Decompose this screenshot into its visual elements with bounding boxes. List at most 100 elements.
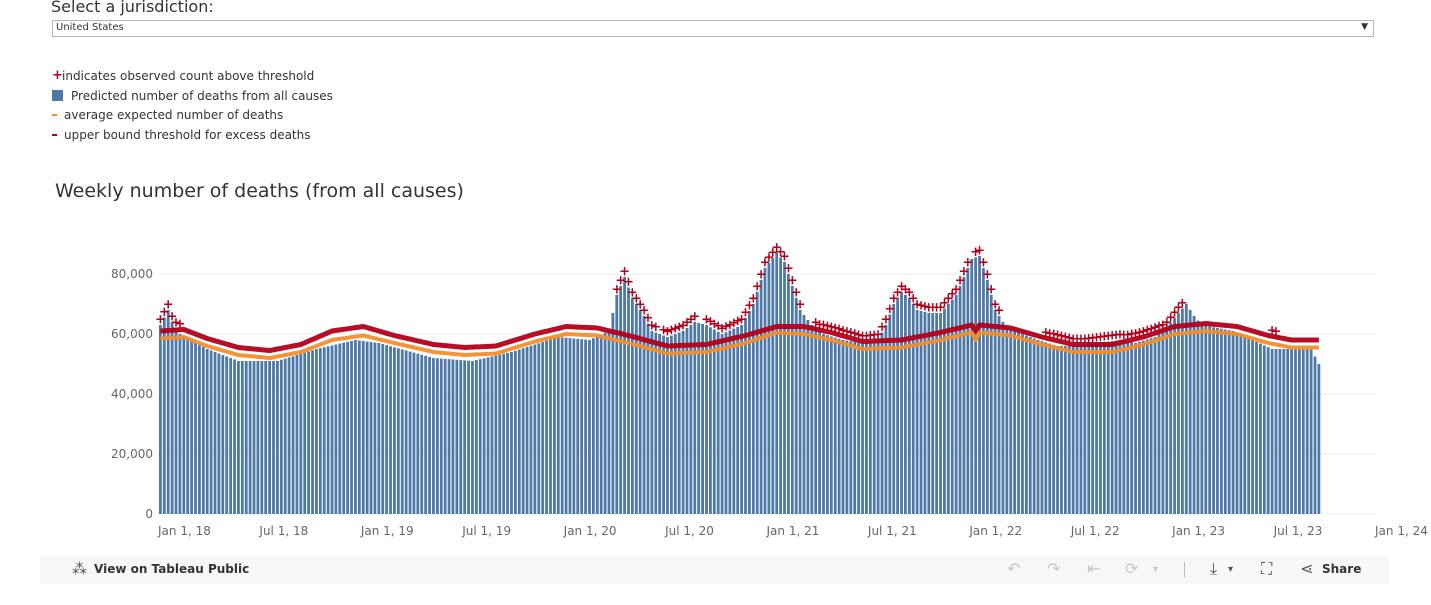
excess-death-marker: + xyxy=(1177,296,1188,311)
bar xyxy=(927,313,931,514)
bar xyxy=(724,332,728,514)
bar xyxy=(611,313,615,514)
bar xyxy=(225,356,229,514)
bar xyxy=(393,347,396,514)
excess-death-marker: + xyxy=(865,329,876,344)
bar xyxy=(763,268,767,514)
revert-icon[interactable]: ⇤ xyxy=(1087,559,1101,578)
download-dropdown-icon[interactable]: ▾ xyxy=(1228,564,1234,575)
legend-text: average expected number of deaths xyxy=(64,108,284,123)
bar xyxy=(283,358,287,514)
refresh-icon[interactable]: ⟳ xyxy=(1125,559,1139,578)
bar xyxy=(237,361,240,514)
bar xyxy=(857,342,861,514)
excess-death-marker: + xyxy=(623,275,634,290)
excess-death-marker: + xyxy=(1173,300,1184,315)
excess-death-marker: + xyxy=(1146,322,1157,337)
bar xyxy=(1239,334,1243,514)
bar xyxy=(1118,340,1122,514)
bar xyxy=(997,316,1001,514)
legend-item-predicted: Predicted number of deaths from all caus… xyxy=(51,86,333,106)
bar xyxy=(342,342,346,514)
bar xyxy=(712,329,716,514)
bar xyxy=(654,332,658,514)
excess-death-marker: + xyxy=(678,318,689,333)
bar xyxy=(1188,310,1192,514)
bar xyxy=(420,354,424,514)
bar xyxy=(1196,320,1200,514)
jurisdiction-select[interactable]: United States ▼ xyxy=(52,20,1374,37)
bar xyxy=(779,257,783,514)
excess-death-marker: + xyxy=(787,273,798,288)
view-on-tableau-public-link[interactable]: View on Tableau Public xyxy=(94,562,250,576)
bar xyxy=(755,292,759,514)
bar xyxy=(837,338,841,514)
bar xyxy=(361,341,365,514)
bar xyxy=(1044,342,1048,514)
bar xyxy=(1262,345,1266,514)
excess-death-marker: + xyxy=(927,300,938,315)
bar xyxy=(568,338,572,514)
bar xyxy=(455,359,459,514)
undo-icon[interactable]: ↶ xyxy=(1007,559,1021,578)
bar xyxy=(907,298,911,514)
chart-legend: + indicates observed count above thresho… xyxy=(51,66,333,145)
excess-death-marker: + xyxy=(756,267,767,282)
refresh-dropdown-icon[interactable]: ▾ xyxy=(1153,564,1159,575)
bar xyxy=(833,337,837,514)
fullscreen-icon[interactable]: ⛶ xyxy=(1261,559,1273,578)
bar xyxy=(810,325,814,514)
share-icon[interactable]: ⋖ xyxy=(1300,559,1314,578)
bar xyxy=(576,338,580,514)
excess-death-marker: + xyxy=(986,282,997,297)
bar xyxy=(1286,349,1290,514)
x-tick-label: Jan 1, 21 xyxy=(766,524,820,538)
excess-death-marker: + xyxy=(1157,318,1168,333)
share-button[interactable]: Share xyxy=(1322,562,1362,576)
bar xyxy=(1208,326,1212,514)
bar xyxy=(619,286,623,514)
excess-death-marker: + xyxy=(896,279,907,294)
bar xyxy=(865,342,868,514)
bar xyxy=(974,257,978,514)
bar xyxy=(428,356,431,514)
redo-icon[interactable]: ↷ xyxy=(1047,559,1061,578)
bar xyxy=(552,338,556,514)
excess-death-marker: + xyxy=(1130,326,1141,341)
excess-death-marker: + xyxy=(838,323,849,338)
excess-death-marker: + xyxy=(1056,329,1067,344)
bar xyxy=(751,304,755,514)
bar xyxy=(872,340,876,514)
bar xyxy=(677,332,681,514)
bar xyxy=(962,277,966,514)
bar xyxy=(318,348,322,514)
bar xyxy=(494,355,498,514)
bar xyxy=(268,361,272,514)
bar xyxy=(545,340,548,514)
bar xyxy=(467,360,470,514)
bar xyxy=(564,337,568,514)
excess-death-marker: + xyxy=(877,320,888,335)
bar xyxy=(1157,334,1161,514)
bar xyxy=(744,318,747,514)
bar xyxy=(1102,342,1106,514)
bar xyxy=(291,356,295,514)
bar xyxy=(818,331,822,514)
bar xyxy=(1313,356,1317,514)
download-icon[interactable]: ⤓ xyxy=(1210,559,1218,578)
excess-death-marker: + xyxy=(818,318,829,333)
bar xyxy=(451,359,455,514)
excess-death-marker: + xyxy=(760,255,771,270)
excess-death-marker: + xyxy=(1099,329,1110,344)
excess-death-marker: + xyxy=(1126,327,1137,342)
excess-death-marker: + xyxy=(900,282,911,297)
bar xyxy=(1087,344,1091,514)
excess-death-marker: + xyxy=(951,282,962,297)
bar xyxy=(900,292,903,514)
bar xyxy=(935,313,939,514)
bar xyxy=(798,310,802,514)
bar xyxy=(365,341,369,514)
bar xyxy=(295,355,299,514)
excess-death-marker: + xyxy=(167,309,178,324)
excess-death-marker: + xyxy=(650,320,661,335)
